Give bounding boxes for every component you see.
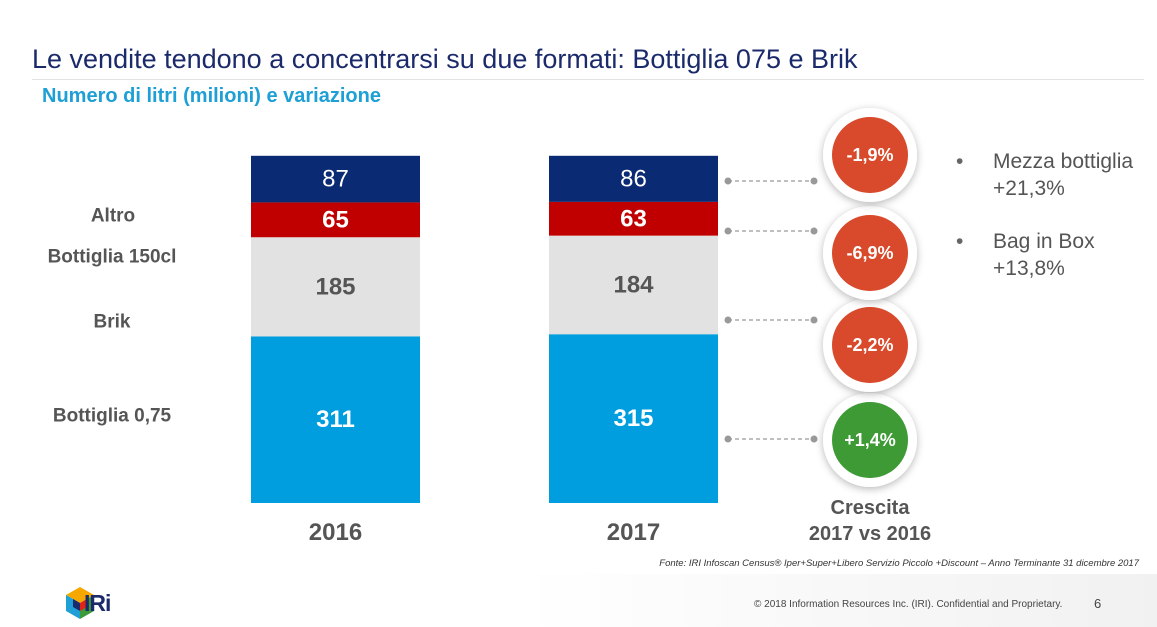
logo-wordmark: IRi (84, 590, 111, 616)
bullet-icon: • (956, 230, 964, 253)
series-label: Bottiglia 0,75 (53, 406, 172, 427)
bar-value-label: 184 (613, 271, 654, 298)
bar-segment-2017-2 (549, 201, 718, 236)
connector-dot (724, 435, 732, 443)
note-value: +21,3% (993, 177, 1065, 200)
connector-dot (724, 177, 732, 185)
copyright-notice: © 2018 Information Resources Inc. (IRI).… (754, 599, 1063, 610)
bar-value-label: 86 (620, 165, 647, 192)
title-divider (32, 79, 1144, 80)
bar-segment-2016-3 (251, 155, 420, 203)
page-number: 6 (1094, 596, 1102, 611)
connector-dot (724, 316, 732, 324)
bar-value-label: 185 (315, 273, 355, 300)
bar-value-label: 65 (322, 206, 349, 233)
note-value: +13,8% (993, 257, 1065, 280)
bar-segment-2017-1 (549, 235, 718, 335)
source-note: Fonte: IRI Infoscan Census® Iper+Super+L… (659, 558, 1139, 569)
bar-segment-2017-0 (549, 334, 718, 503)
connector-dot (810, 435, 818, 443)
bullet-icon: • (956, 150, 964, 173)
bar-value-label: 63 (620, 205, 647, 232)
growth-bubble (832, 117, 908, 193)
bar-segment-2016-0 (251, 336, 420, 503)
note-label: Mezza bottiglia (993, 150, 1134, 173)
bar-segment-2016-1 (251, 237, 420, 337)
bar-value-label: 87 (322, 166, 349, 193)
category-label: 2016 (309, 519, 362, 546)
category-label: 2017 (607, 519, 660, 546)
series-label: Altro (91, 206, 135, 227)
growth-value: +1,4% (844, 430, 896, 450)
footer-band (0, 574, 1157, 627)
bar-value-label: 315 (613, 405, 653, 432)
bar-segment-2017-3 (549, 155, 718, 202)
note-item-bag-in-box: • Bag in Box +13,8% (956, 228, 1156, 282)
growth-caption: 2017 vs 2016 (809, 523, 931, 545)
chart-subtitle: Numero di litri (milioni) e variazione (42, 85, 381, 107)
connector-dot (810, 316, 818, 324)
connector-dot (810, 227, 818, 235)
series-label: Brik (94, 312, 131, 333)
growth-bubble (832, 215, 908, 291)
page-title: Le vendite tendono a concentrarsi su due… (32, 44, 858, 74)
growth-bubble (832, 307, 908, 383)
growth-value: -6,9% (846, 243, 893, 263)
note-item-mezza-bottiglia: • Mezza bottiglia +21,3% (956, 148, 1156, 202)
growth-value: -2,2% (846, 335, 893, 355)
connector-dot (724, 227, 732, 235)
note-label: Bag in Box (993, 230, 1095, 253)
format-notes: • Mezza bottiglia +21,3% • Bag in Box +1… (956, 148, 1156, 308)
growth-value: -1,9% (846, 145, 893, 165)
growth-bubble (832, 402, 908, 478)
series-label: Bottiglia 150cl (48, 247, 177, 268)
iri-logo-icon (66, 587, 94, 619)
connector-dot (810, 177, 818, 185)
bar-value-label: 311 (316, 406, 355, 433)
bar-segment-2016-2 (251, 202, 420, 238)
growth-caption: Crescita (831, 497, 911, 519)
